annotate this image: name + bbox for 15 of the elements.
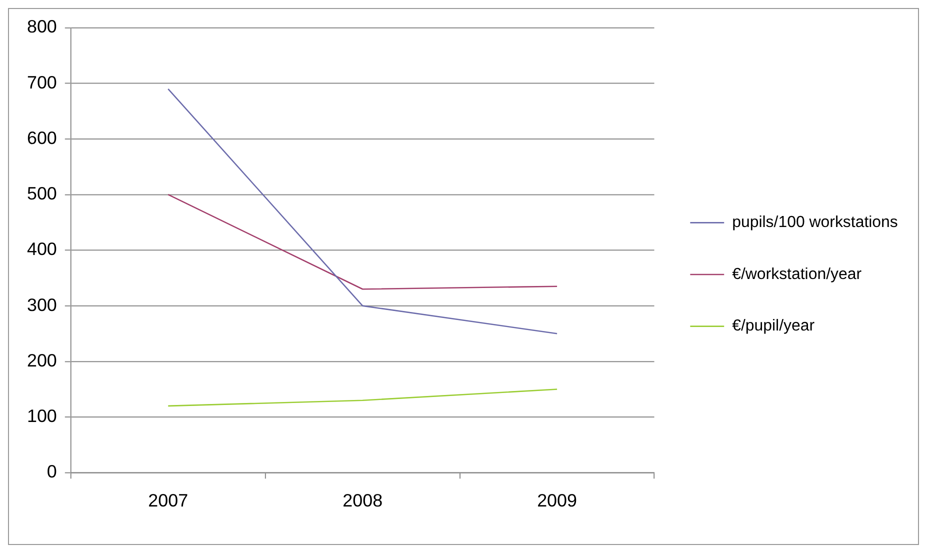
y-tick-label: 100 <box>26 406 57 426</box>
legend-label: €/workstation/year <box>732 266 862 283</box>
x-tick-label: 2009 <box>537 490 578 510</box>
legend-label: €/pupil/year <box>732 318 816 335</box>
y-tick-label: 500 <box>26 184 57 204</box>
y-tick-label: 700 <box>26 72 57 92</box>
x-tick-label: 2007 <box>148 490 188 510</box>
y-tick-label: 400 <box>26 239 57 260</box>
y-tick-label: 800 <box>26 16 57 37</box>
y-tick-label: 300 <box>26 294 57 315</box>
y-tick-label: 0 <box>46 462 57 482</box>
legend-label: pupils/100 workstations <box>732 214 898 232</box>
y-tick-label: 600 <box>26 128 57 148</box>
x-tick-label: 2008 <box>342 490 383 510</box>
y-tick-label: 200 <box>26 350 57 370</box>
